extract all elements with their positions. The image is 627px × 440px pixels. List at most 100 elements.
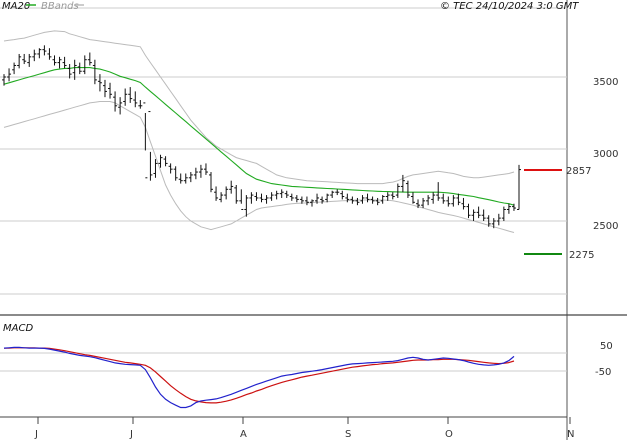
macd-title: MACD	[3, 323, 33, 334]
price-bar	[239, 189, 244, 210]
resistance-label: 2857	[566, 166, 591, 177]
price-bar	[390, 192, 395, 200]
price-bar	[405, 180, 410, 198]
price-bar	[183, 173, 188, 184]
price-bar	[355, 197, 360, 206]
price-bar	[224, 186, 229, 200]
price-bar	[400, 174, 405, 193]
price-bar	[269, 192, 274, 201]
price-bar	[244, 195, 249, 217]
price-bar	[52, 55, 57, 66]
price-bar	[108, 82, 113, 99]
price-bar	[299, 196, 304, 204]
price-bar	[501, 206, 506, 221]
price-bar	[198, 164, 203, 178]
price-bar	[410, 192, 415, 204]
price-bar	[188, 172, 193, 183]
price-bar	[173, 166, 178, 181]
bbands-upper-line	[3, 30, 515, 185]
price-bar	[178, 173, 183, 184]
bbands-layer	[3, 30, 515, 233]
price-bar	[153, 159, 158, 178]
price-bar	[451, 195, 456, 207]
price-bar	[365, 193, 370, 203]
bbands-legend-label: BBands	[41, 1, 79, 12]
price-bar	[87, 52, 92, 66]
price-bar	[118, 97, 123, 115]
price-bar	[431, 192, 436, 204]
legend: MA20 BBands © TEC 24/10/2024 3:0 GMT	[2, 1, 579, 12]
price-bar	[350, 196, 355, 204]
price-bar	[138, 100, 143, 109]
price-bar	[209, 172, 214, 193]
price-bar	[264, 195, 269, 204]
price-bar	[304, 196, 309, 206]
macd-layer	[3, 346, 515, 409]
price-bar	[82, 55, 87, 75]
price-bar	[274, 190, 279, 200]
price-bar	[113, 91, 118, 112]
price-layer	[2, 45, 521, 229]
price-bar	[77, 62, 82, 75]
price-bar	[289, 193, 294, 201]
price-bar	[496, 213, 501, 226]
price-bar	[421, 197, 426, 209]
price-bar	[133, 91, 138, 108]
price-bar	[143, 102, 148, 179]
price-bar	[456, 193, 461, 206]
price-bar	[163, 156, 168, 167]
price-bar	[27, 53, 32, 67]
price-bar	[486, 215, 491, 227]
price-bar	[67, 64, 72, 79]
price-bar	[466, 203, 471, 219]
price-bar	[426, 195, 431, 206]
price-bar	[97, 74, 102, 92]
price-bar	[47, 48, 52, 60]
price-bar	[481, 209, 486, 221]
copyright-label: © TEC 24/10/2024 3:0 GMT	[440, 1, 579, 12]
price-bar	[441, 193, 446, 204]
price-bar	[92, 59, 97, 85]
price-bar	[476, 206, 481, 219]
price-bar	[203, 163, 208, 175]
price-bar	[461, 197, 466, 210]
price-bar	[214, 186, 219, 201]
price-bar	[320, 196, 325, 204]
month-label: O	[445, 429, 453, 440]
price-bar	[158, 154, 163, 168]
price-bar	[57, 56, 62, 69]
price-bar	[284, 190, 289, 198]
support-label: 2275	[569, 250, 594, 261]
price-bar	[42, 45, 47, 56]
price-bar	[370, 196, 375, 204]
price-bar	[380, 195, 385, 204]
price-bar	[12, 62, 17, 75]
price-bar	[395, 183, 400, 198]
bbands-lower-line	[3, 101, 515, 233]
macd-line	[3, 346, 515, 409]
price-bar	[193, 167, 198, 180]
price-bar	[279, 189, 284, 198]
price-bar	[340, 190, 345, 200]
month-label: J	[34, 429, 38, 440]
price-bar	[249, 192, 254, 204]
price-bar	[360, 195, 365, 204]
price-bar	[234, 185, 239, 204]
price-bar	[219, 192, 224, 203]
price-bar	[7, 68, 12, 82]
price-bar	[325, 193, 330, 203]
ma20-line	[3, 67, 515, 206]
price-tick-label: 3500	[593, 77, 618, 88]
price-bar	[345, 193, 350, 203]
price-bar	[62, 56, 67, 69]
macd-tick-label: -50	[595, 367, 611, 378]
price-bar	[259, 193, 264, 203]
price-bar	[330, 190, 335, 198]
price-bar	[511, 203, 516, 211]
price-bar	[123, 88, 128, 106]
price-bar	[2, 74, 6, 86]
price-bar	[168, 163, 173, 174]
price-bar	[294, 195, 299, 203]
